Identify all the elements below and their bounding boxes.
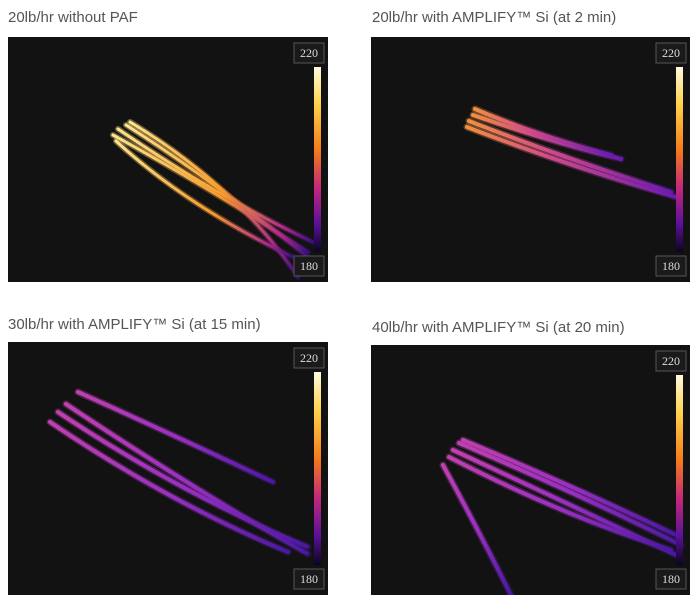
scale-max-box	[655, 42, 687, 64]
image-content: 220 180	[110, 42, 325, 280]
heat-streak	[48, 420, 290, 554]
image-content: 220 180	[463, 42, 687, 277]
heat-streak	[457, 441, 683, 547]
image-content: 220 180	[439, 350, 687, 595]
panel: 40lb/hr with AMPLIFY™ Si (at 20 min) 220 1…	[371, 319, 690, 595]
scale-max-label: 220	[662, 46, 680, 60]
scale-max-label: 220	[662, 354, 680, 368]
image-content: 220 180	[46, 347, 325, 590]
scale-min-label: 180	[300, 259, 318, 273]
scale-min-box	[293, 568, 325, 590]
heat-streak	[441, 463, 513, 595]
heat-streak	[465, 125, 678, 199]
scale-max-label: 220	[300, 351, 318, 365]
scale-max-label: 220	[300, 46, 318, 60]
color-bar	[676, 375, 683, 565]
heat-streak	[114, 139, 295, 259]
panel-caption: 40lb/hr with AMPLIFY™ Si (at 20 min)	[372, 319, 625, 336]
scale-min-box	[655, 568, 687, 590]
panel-caption: 20lb/hr without PAF	[8, 9, 138, 26]
panel-caption: 20lb/hr with AMPLIFY™ Si (at 2 min)	[372, 9, 616, 26]
heat-streak	[116, 127, 315, 244]
scale-min-box	[293, 255, 325, 277]
heat-streak	[447, 455, 673, 552]
scale-max-box	[655, 350, 687, 372]
color-bar	[676, 67, 683, 252]
heat-streak	[467, 119, 673, 194]
scale-min-box	[655, 255, 687, 277]
panel: 20lb/hr without PAF 220 180	[8, 9, 328, 282]
scale-max-box	[293, 347, 325, 369]
heat-streak	[56, 410, 310, 549]
scale-min-label: 180	[300, 572, 318, 586]
panel: 30lb/hr with AMPLIFY™ Si (at 15 min) 220 1…	[8, 316, 328, 595]
scale-min-label: 180	[662, 572, 680, 586]
scale-min-label: 180	[662, 259, 680, 273]
heat-streak	[461, 438, 678, 537]
panel: 20lb/hr with AMPLIFY™ Si (at 2 min) 220 18…	[371, 9, 690, 282]
color-bar	[314, 67, 321, 252]
heat-streak	[76, 390, 275, 484]
scale-max-box	[293, 42, 325, 64]
panel-caption: 30lb/hr with AMPLIFY™ Si (at 15 min)	[8, 316, 261, 333]
heat-streak	[473, 107, 613, 157]
thermal-image	[371, 37, 690, 282]
color-bar	[314, 372, 321, 565]
